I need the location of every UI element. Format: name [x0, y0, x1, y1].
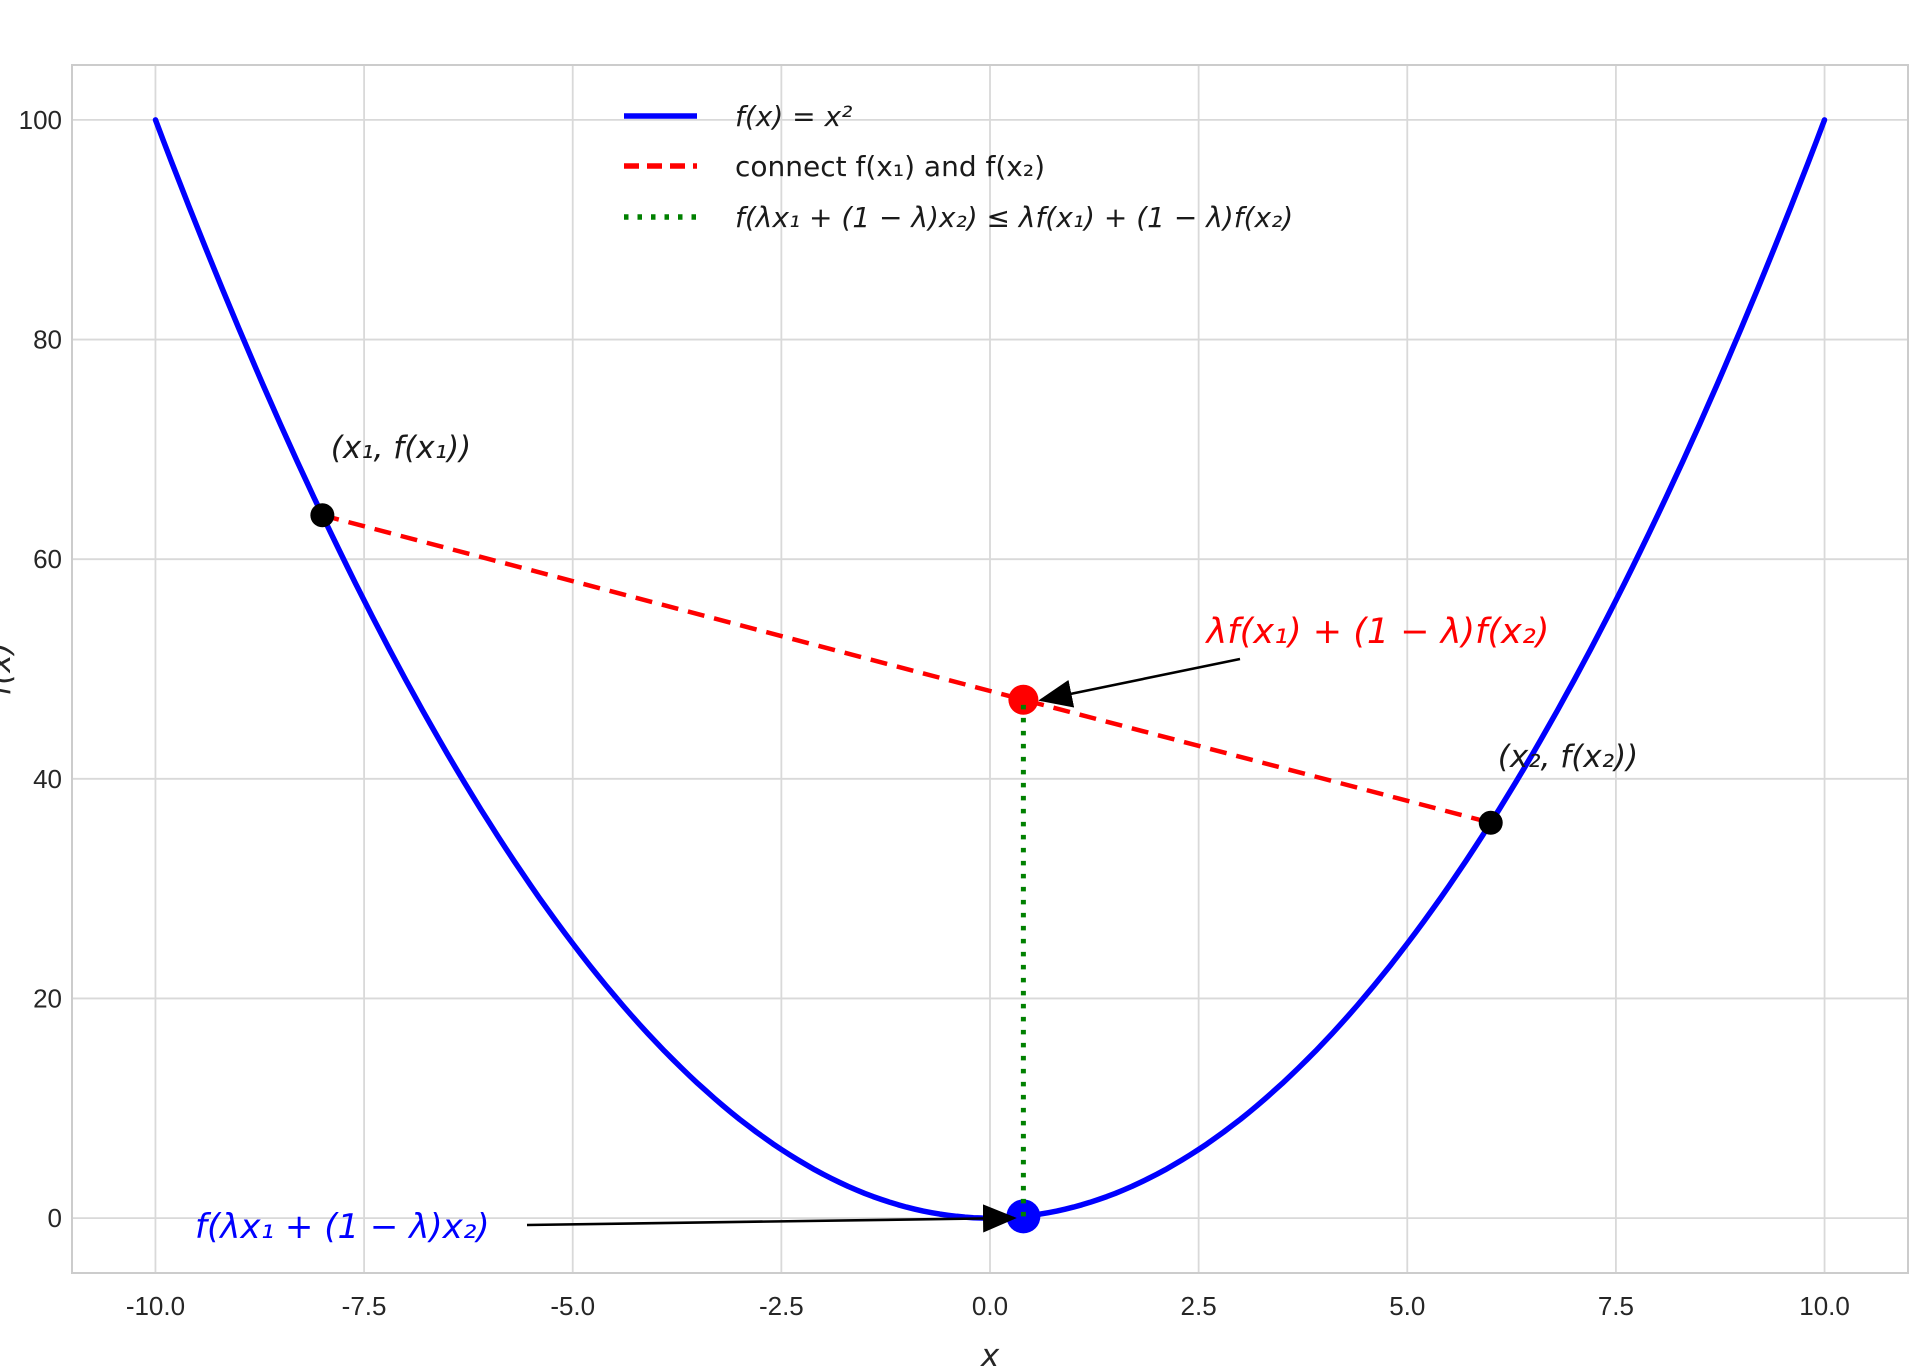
axes-spines	[71, 64, 1909, 1274]
label-point-x2: (x₂, f(x₂))	[1498, 739, 1639, 775]
x-tick-label-7.5: 7.5	[1598, 1291, 1634, 1321]
y-tick-label-0: 0	[48, 1203, 62, 1233]
x-tick-label-2.5: 2.5	[1181, 1291, 1217, 1321]
y-tick-label-20: 20	[33, 983, 62, 1013]
arrow-to-chord-point	[1038, 657, 1241, 708]
y-tick-label-100: 100	[19, 105, 62, 135]
x-tick-label-0.0: 0.0	[972, 1291, 1008, 1321]
y-tick-label-80: 80	[33, 325, 62, 355]
label-curve-value: f(λx₁ + (1 − λ)x₂)	[195, 1207, 490, 1247]
label-point-x1: (x₁, f(x₁))	[331, 430, 472, 466]
label-chord-value: λf(x₁) + (1 − λ)f(x₂)	[1205, 612, 1550, 652]
x-tick-label--2.5: -2.5	[759, 1291, 804, 1321]
arrow-to-curve-point	[526, 1204, 1017, 1233]
x-tick-label-10.0: 10.0	[1799, 1291, 1850, 1321]
point-x2	[1478, 810, 1503, 835]
point-x1	[310, 503, 335, 528]
chord-line	[321, 513, 1492, 825]
x-tick-label--7.5: -7.5	[342, 1291, 387, 1321]
x-tick-label-5.0: 5.0	[1389, 1291, 1425, 1321]
y-tick-label-60: 60	[33, 544, 62, 574]
x-tick-label--10.0: -10.0	[126, 1291, 185, 1321]
y-axis-label-clipped: f(x)	[0, 642, 18, 695]
point-chord-combo	[1008, 684, 1039, 715]
x-axis-label: x	[980, 1338, 1000, 1372]
y-tick-label-40: 40	[33, 764, 62, 794]
legend-label-2: f(λx₁ + (1 − λ)x₂) ≤ λf(x₁) + (1 − λ)f(x…	[735, 201, 1293, 234]
legend-label-1: connect f(x₁) and f(x₂)	[735, 150, 1045, 183]
x-tick-label--5.0: -5.0	[550, 1291, 595, 1321]
legend-label-0: f(x) = x²	[735, 100, 852, 133]
